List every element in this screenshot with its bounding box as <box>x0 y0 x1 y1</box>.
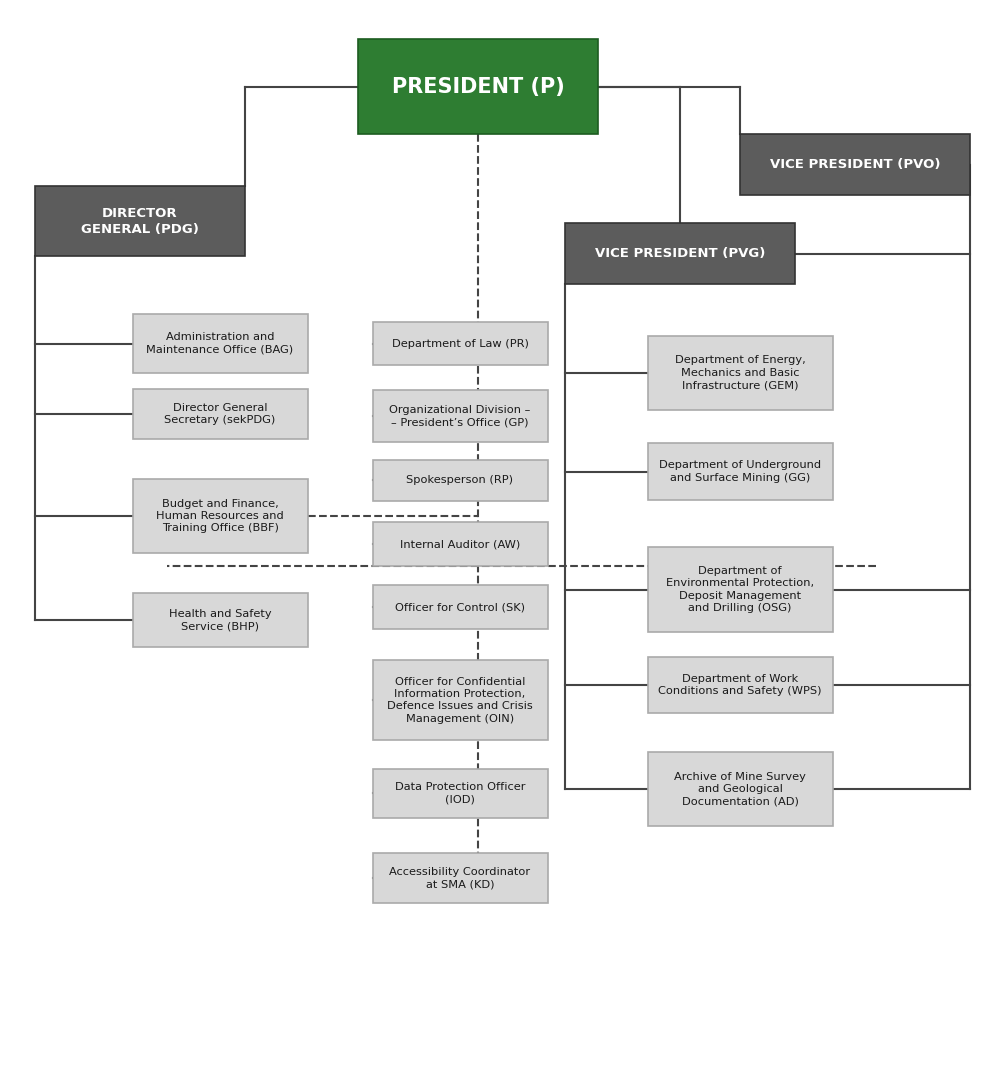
FancyBboxPatch shape <box>373 853 548 903</box>
Text: Department of Work
Conditions and Safety (WPS): Department of Work Conditions and Safety… <box>658 674 822 696</box>
FancyBboxPatch shape <box>373 660 548 740</box>
FancyBboxPatch shape <box>648 336 832 410</box>
FancyBboxPatch shape <box>648 547 832 632</box>
Text: VICE PRESIDENT (PVO): VICE PRESIDENT (PVO) <box>770 158 940 171</box>
FancyBboxPatch shape <box>565 223 795 284</box>
Text: Department of Energy,
Mechanics and Basic
Infrastructure (GEM): Department of Energy, Mechanics and Basi… <box>675 356 805 390</box>
Text: Officer for Confidential
Information Protection,
Defence Issues and Crisis
Manag: Officer for Confidential Information Pro… <box>387 676 533 724</box>
FancyBboxPatch shape <box>373 769 548 818</box>
Text: Organizational Division –
– President’s Office (GP): Organizational Division – – President’s … <box>389 405 531 427</box>
FancyBboxPatch shape <box>358 39 598 134</box>
Text: Data Protection Officer
(IOD): Data Protection Officer (IOD) <box>395 783 525 804</box>
FancyBboxPatch shape <box>648 443 832 500</box>
FancyBboxPatch shape <box>373 522 548 566</box>
FancyBboxPatch shape <box>373 390 548 442</box>
Text: Administration and
Maintenance Office (BAG): Administration and Maintenance Office (B… <box>146 333 294 354</box>
Text: Director General
Secretary (sekPDG): Director General Secretary (sekPDG) <box>164 403 276 425</box>
FancyBboxPatch shape <box>740 134 970 195</box>
Text: VICE PRESIDENT (PVG): VICE PRESIDENT (PVG) <box>595 247 765 260</box>
FancyBboxPatch shape <box>132 479 308 553</box>
Text: Department of Underground
and Surface Mining (GG): Department of Underground and Surface Mi… <box>659 461 821 482</box>
FancyBboxPatch shape <box>373 460 548 501</box>
Text: Accessibility Coordinator
at SMA (KD): Accessibility Coordinator at SMA (KD) <box>389 867 531 889</box>
Text: DIRECTOR
GENERAL (PDG): DIRECTOR GENERAL (PDG) <box>81 207 199 235</box>
Text: PRESIDENT (P): PRESIDENT (P) <box>392 77 564 96</box>
FancyBboxPatch shape <box>132 314 308 373</box>
FancyBboxPatch shape <box>132 389 308 439</box>
FancyBboxPatch shape <box>648 657 832 713</box>
FancyBboxPatch shape <box>35 186 245 256</box>
FancyBboxPatch shape <box>132 593 308 647</box>
Text: Department of
Environmental Protection,
Deposit Management
and Drilling (OSG): Department of Environmental Protection, … <box>666 566 814 614</box>
FancyBboxPatch shape <box>373 322 548 365</box>
Text: Health and Safety
Service (BHP): Health and Safety Service (BHP) <box>169 609 271 631</box>
FancyBboxPatch shape <box>373 585 548 629</box>
FancyBboxPatch shape <box>648 752 832 826</box>
Text: Archive of Mine Survey
and Geological
Documentation (AD): Archive of Mine Survey and Geological Do… <box>674 772 806 806</box>
Text: Spokesperson (RP): Spokesperson (RP) <box>406 475 514 486</box>
Text: Internal Auditor (AW): Internal Auditor (AW) <box>400 539 520 550</box>
Text: Budget and Finance,
Human Resources and
Training Office (BBF): Budget and Finance, Human Resources and … <box>156 499 284 533</box>
Text: Department of Law (PR): Department of Law (PR) <box>392 338 528 349</box>
Text: Officer for Control (SK): Officer for Control (SK) <box>395 602 525 612</box>
